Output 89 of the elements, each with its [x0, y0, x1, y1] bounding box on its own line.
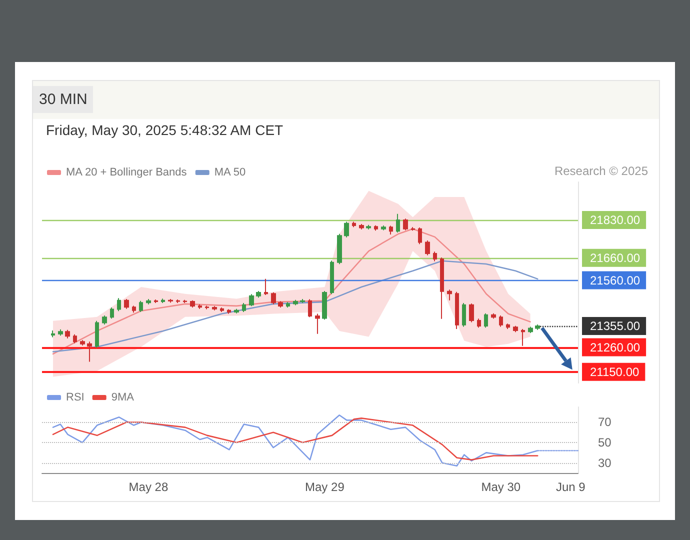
candlestick [462, 302, 466, 328]
candlestick [440, 256, 444, 320]
ref-line-label: 21830.00 [590, 212, 640, 227]
candlestick [308, 298, 312, 318]
legend-label: RSI [66, 392, 84, 404]
candlestick [506, 323, 510, 330]
candlestick [154, 298, 158, 304]
x-tick-label: May 28 [128, 480, 168, 494]
candlestick [205, 305, 209, 310]
candlestick [242, 302, 246, 312]
x-tick-label: May 30 [481, 480, 521, 494]
candlestick [411, 226, 415, 232]
candlestick [293, 299, 298, 306]
candlestick [249, 294, 254, 307]
candlestick [300, 298, 305, 304]
legend-label: MA 20 + Bollinger Bands [66, 166, 188, 178]
candlestick [389, 225, 393, 235]
candlestick [381, 225, 386, 231]
candlestick [95, 320, 99, 348]
candlestick [330, 260, 334, 295]
candlestick [513, 325, 518, 333]
candlestick [183, 299, 187, 304]
candlestick [117, 298, 121, 312]
candlestick [190, 300, 195, 308]
candlestick [322, 290, 327, 320]
candlestick [161, 298, 165, 304]
candlestick [447, 289, 452, 301]
x-tick-label: May 29 [305, 480, 345, 494]
candlestick [278, 300, 283, 308]
legend-label: 9MA [111, 392, 135, 404]
candlestick [139, 300, 143, 312]
chart-subtitle: Friday, May 30, 2025 5:48:32 AM CET [46, 122, 284, 138]
chart-title: 30 MIN [33, 86, 94, 113]
candlestick [359, 223, 364, 230]
candlestick [234, 308, 239, 314]
candlestick [499, 315, 503, 328]
y-tick-label: 70 [598, 415, 612, 430]
text: Jun 9 [556, 480, 586, 494]
y-tick-label: 50 [598, 436, 612, 450]
ref-line-label: 21150.00 [590, 364, 640, 379]
candlestick [58, 328, 63, 336]
candlestick [227, 308, 231, 314]
candlestick [124, 298, 129, 310]
candlestick [425, 240, 430, 256]
candlestick [102, 315, 107, 325]
candlestick [73, 334, 77, 344]
candlestick [337, 233, 342, 265]
candlestick [344, 221, 349, 238]
candlestick [168, 298, 173, 304]
candlestick [521, 328, 525, 346]
candlestick [286, 302, 290, 308]
ref-line-label: 21660.00 [590, 250, 640, 265]
ref-line-label: 21260.00 [590, 340, 640, 354]
candlestick [418, 227, 422, 245]
candlestick [256, 290, 261, 298]
y-tick-label: 30 [598, 456, 612, 470]
candlestick [51, 330, 55, 338]
candlestick [110, 307, 114, 320]
candlestick [87, 341, 92, 362]
ref-line-label: 21560.00 [590, 273, 640, 288]
candlestick [198, 304, 202, 310]
candlestick [535, 324, 540, 330]
candlestick [374, 224, 378, 232]
candlestick [403, 218, 408, 231]
candlestick [65, 329, 70, 339]
text: Research © 2025 [554, 164, 648, 178]
legend-label: MA 50 [214, 166, 246, 178]
candlestick [271, 292, 276, 305]
candlestick [433, 251, 437, 262]
candlestick [146, 298, 151, 305]
candlestick [477, 318, 481, 328]
candlestick [528, 326, 533, 334]
line-series [52, 418, 538, 460]
candlestick [176, 298, 180, 304]
candlestick [455, 291, 459, 330]
candlestick [396, 213, 400, 233]
candlestick [212, 306, 217, 311]
ref-line-label: 21355.00 [590, 319, 640, 334]
candlestick [264, 278, 268, 296]
candlestick [469, 302, 474, 323]
candlestick [80, 340, 85, 346]
candlestick [491, 312, 496, 320]
candlestick [484, 312, 488, 328]
line-series [52, 414, 538, 467]
candlestick [352, 221, 356, 228]
candlestick [132, 305, 136, 314]
candlestick [315, 313, 320, 334]
candlestick [366, 224, 371, 230]
candlestick [220, 307, 224, 312]
